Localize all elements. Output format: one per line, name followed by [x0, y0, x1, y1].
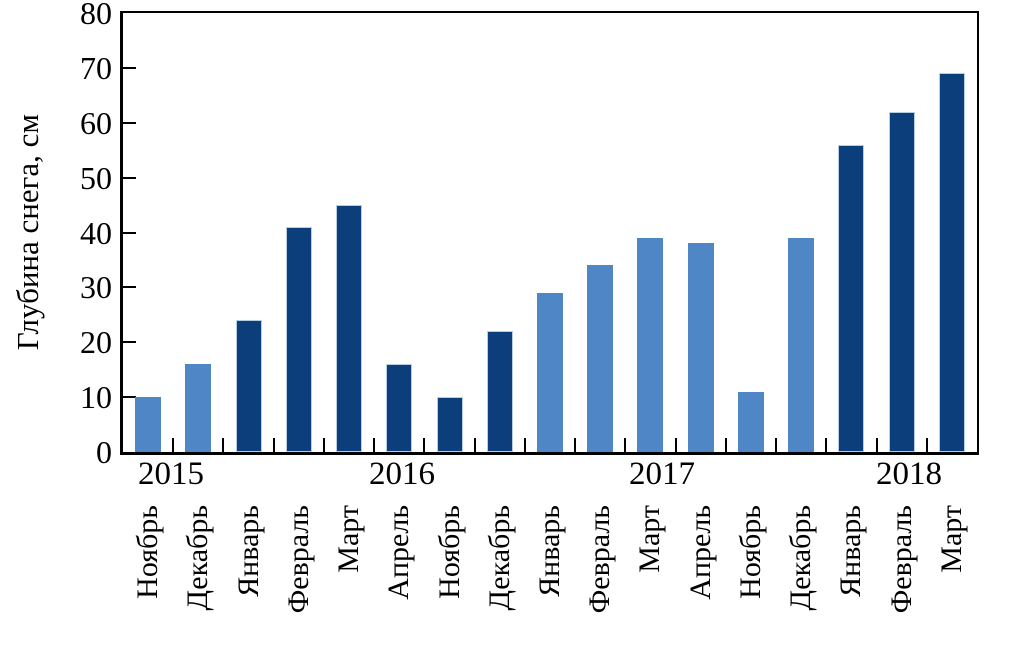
y-axis-tick [123, 341, 136, 344]
bar-декабрь-2016 [486, 331, 513, 452]
x-tick-label-month: Февраль [583, 505, 617, 614]
x-axis-tick [574, 438, 577, 452]
x-axis-tick [423, 438, 426, 452]
x-axis-tick [825, 438, 828, 452]
bar-декабрь-2017 [788, 237, 815, 452]
bar-февраль-2016 [285, 227, 312, 452]
x-tick-label-month: Февраль [884, 505, 918, 614]
y-tick-label: 30 [80, 269, 112, 306]
y-tick-label: 60 [80, 104, 112, 141]
x-tick-label-month: Апрель [382, 505, 416, 600]
bar-декабрь-2015 [185, 364, 212, 452]
x-tick-label-month: Март [332, 505, 366, 573]
x-axis-year-label: 2018 [876, 456, 942, 492]
x-tick-label-month: Декабрь [482, 505, 516, 611]
y-tick-label: 20 [80, 324, 112, 361]
x-axis-tick [322, 438, 325, 452]
x-axis-year-label: 2016 [369, 456, 435, 492]
x-tick-label-month: Январь [231, 505, 265, 597]
y-tick-label: 80 [80, 0, 112, 31]
x-axis-tick [523, 438, 526, 452]
x-tick-label-month: Ноябрь [733, 505, 767, 599]
y-axis-tick [123, 396, 136, 399]
y-tick-label: 0 [96, 434, 112, 470]
x-axis-tick [473, 438, 476, 452]
x-axis-tick [172, 438, 175, 452]
bar-ноябрь-2016 [436, 397, 463, 452]
x-tick-label-month: Декабрь [181, 505, 215, 611]
x-tick-label-month: Апрель [683, 505, 717, 600]
y-tick-label: 70 [80, 49, 112, 86]
bar-февраль-2018 [888, 111, 915, 452]
x-tick-label-month: Ноябрь [131, 505, 165, 599]
x-tick-label-month: Январь [533, 505, 566, 597]
x-axis-tick [222, 438, 225, 452]
x-tick-label-month: Ноябрь [432, 505, 466, 599]
bar-февраль-2017 [587, 265, 614, 452]
x-axis-year-label: 2017 [629, 456, 695, 492]
x-axis-tick [875, 438, 878, 452]
bar-ноябрь-2015 [135, 397, 162, 452]
bar-апрель-2017 [687, 243, 714, 452]
x-axis-tick [925, 438, 928, 452]
bar-март-2016 [336, 205, 363, 452]
bar-март-2017 [637, 237, 664, 452]
x-axis-tick [775, 438, 778, 452]
y-axis-tick [123, 286, 136, 289]
plot-area-frame [120, 11, 979, 455]
x-axis-year-label: 2015 [138, 456, 204, 492]
y-axis-tick [123, 121, 136, 124]
bar-январь-2018 [838, 144, 865, 452]
x-axis-tick [624, 438, 627, 452]
x-axis-tick [272, 438, 275, 452]
y-axis-tick [123, 66, 136, 69]
y-axis-tick [123, 231, 136, 234]
y-tick-label: 10 [80, 379, 112, 416]
x-tick-label-month: Февраль [281, 505, 315, 614]
x-axis-tick [373, 438, 376, 452]
bar-ноябрь-2017 [737, 391, 764, 452]
bar-январь-2017 [537, 292, 563, 452]
bar-март-2018 [938, 73, 965, 452]
y-tick-label: 50 [80, 159, 112, 196]
x-tick-label-month: Декабрь [784, 505, 818, 611]
x-axis-tick [724, 438, 727, 452]
bar-апрель-2016 [386, 364, 413, 452]
y-tick-label: 40 [80, 214, 112, 251]
x-tick-label-month: Январь [834, 505, 868, 597]
x-axis-tick [674, 438, 677, 452]
x-tick-label-month: Март [633, 505, 667, 573]
y-axis-tick [123, 176, 136, 179]
x-tick-label-month: Март [934, 505, 968, 573]
bar-январь-2016 [235, 320, 262, 452]
